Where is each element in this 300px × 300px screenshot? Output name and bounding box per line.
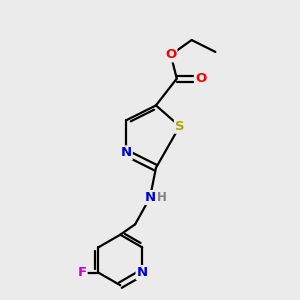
Text: N: N (136, 266, 148, 279)
Text: S: S (175, 120, 184, 133)
Text: O: O (165, 48, 176, 62)
Text: F: F (77, 266, 87, 279)
Text: N: N (144, 191, 156, 204)
Text: H: H (157, 191, 167, 204)
Text: N: N (121, 146, 132, 160)
Text: O: O (195, 72, 206, 85)
